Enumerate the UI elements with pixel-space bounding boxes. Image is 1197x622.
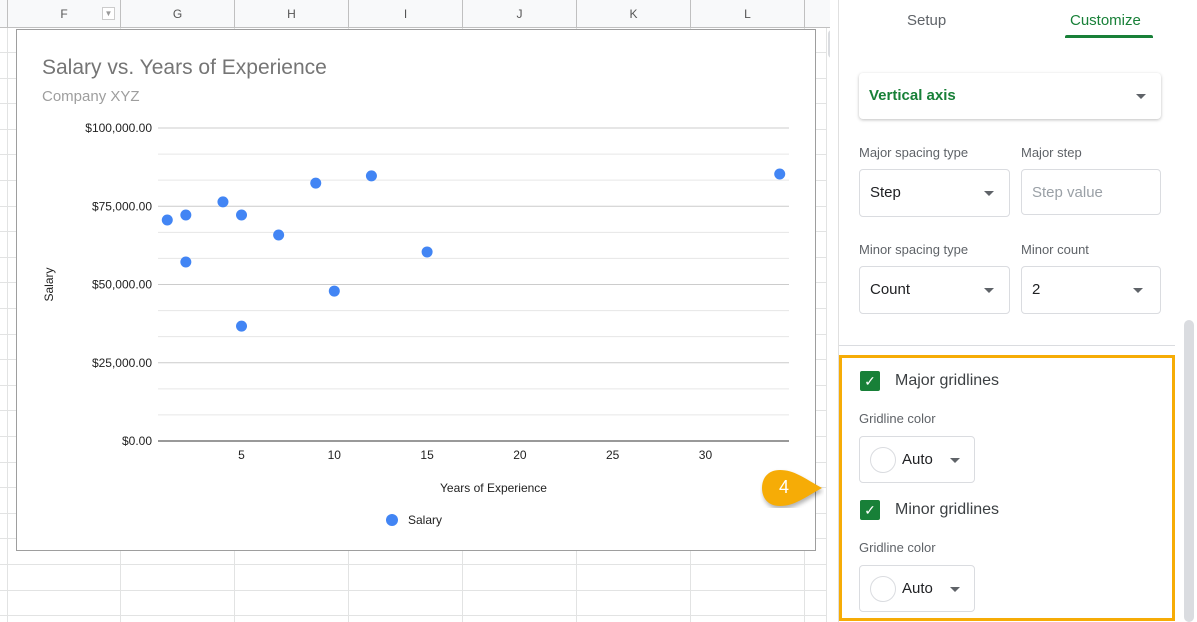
grid-row-line xyxy=(0,564,830,565)
chart-subtitle: Company XYZ xyxy=(42,88,140,105)
y-tick-label: $25,000.00 xyxy=(92,356,152,370)
x-tick-label: 25 xyxy=(606,448,620,462)
x-axis-title: Years of Experience xyxy=(440,481,547,495)
data-point xyxy=(217,196,229,208)
grid-row-line xyxy=(0,590,830,591)
panel-scrollbar-thumb[interactable] xyxy=(1184,320,1194,622)
legend-marker xyxy=(386,514,398,526)
sheet-scrollbar[interactable] xyxy=(826,28,830,622)
chart-title: Salary vs. Years of Experience xyxy=(42,56,327,79)
data-point xyxy=(774,168,786,180)
y-tick-label: $0.00 xyxy=(122,434,152,448)
data-point xyxy=(328,285,340,297)
scatter-chart[interactable]: Salary vs. Years of Experience Company XY… xyxy=(16,29,816,551)
grid-row-line xyxy=(0,615,830,616)
active-tab-indicator xyxy=(1065,35,1153,38)
column-header-partial[interactable] xyxy=(805,0,830,28)
y-tick-label: $50,000.00 xyxy=(92,278,152,292)
caret-down-icon xyxy=(1133,288,1143,293)
minor-gridlines-checkbox[interactable]: ✓ xyxy=(860,500,880,520)
data-point xyxy=(180,256,192,268)
highlight-box xyxy=(839,355,1175,621)
chart-editor-panel: Setup Customize Vertical axis Major spac… xyxy=(838,0,1197,622)
callout-badge-icon xyxy=(762,470,822,506)
gridline-color-label: Gridline color xyxy=(859,540,936,555)
x-tick-label: 20 xyxy=(513,448,527,462)
placeholder: Step value xyxy=(1032,184,1103,201)
column-header-L[interactable]: L xyxy=(691,0,805,28)
color-swatch xyxy=(870,447,896,473)
minor-spacing-type-select[interactable]: Count xyxy=(859,266,1010,314)
x-tick-label: 15 xyxy=(420,448,434,462)
y-axis-title: Salary xyxy=(42,267,56,301)
major-step-label: Major step xyxy=(1021,145,1082,160)
major-step-input[interactable]: Step value xyxy=(1021,169,1161,215)
chart-canvas: Salary vs. Years of Experience Company XY… xyxy=(42,56,789,527)
caret-down-icon xyxy=(984,191,994,196)
select-value: Step xyxy=(870,184,901,201)
major-gridline-color-select[interactable]: Auto xyxy=(859,436,975,483)
data-point xyxy=(421,246,433,258)
column-header-K[interactable]: K xyxy=(577,0,691,28)
caret-down-icon xyxy=(984,288,994,293)
x-tick-label: 30 xyxy=(699,448,713,462)
column-header-J[interactable]: J xyxy=(463,0,577,28)
data-point xyxy=(161,214,173,226)
select-value: 2 xyxy=(1032,281,1041,298)
caret-down-icon xyxy=(950,587,960,592)
tab-setup[interactable]: Setup xyxy=(907,12,947,29)
sheet-scrollbar-thumb[interactable] xyxy=(828,30,830,58)
data-point xyxy=(236,209,248,221)
select-value: Auto xyxy=(902,451,933,468)
major-gridlines-label: Major gridlines xyxy=(895,372,1000,389)
minor-count-select[interactable]: 2 xyxy=(1021,266,1161,314)
column-header-H[interactable]: H xyxy=(235,0,349,28)
y-tick-label: $100,000.00 xyxy=(85,121,152,135)
color-swatch xyxy=(870,576,896,602)
data-point xyxy=(273,229,285,241)
data-point xyxy=(236,320,248,332)
column-header-I[interactable]: I xyxy=(349,0,463,28)
caret-down-icon xyxy=(1136,94,1146,99)
gridline-color-label: Gridline color xyxy=(859,411,936,426)
data-point xyxy=(365,170,377,182)
caret-down-icon xyxy=(950,458,960,463)
data-point xyxy=(310,177,322,189)
major-spacing-type-label: Major spacing type xyxy=(859,145,969,160)
legend-label: Salary xyxy=(408,513,442,527)
callout-number: 4 xyxy=(779,477,790,497)
select-value: Count xyxy=(870,281,911,298)
section-label: Vertical axis xyxy=(869,87,956,104)
x-tick-label: 10 xyxy=(328,448,342,462)
minor-count-label: Minor count xyxy=(1021,242,1089,257)
row-header-strip xyxy=(0,0,8,28)
data-point xyxy=(180,209,192,221)
select-value: Auto xyxy=(902,580,933,597)
divider xyxy=(839,345,1175,346)
section-dropdown[interactable]: Vertical axis xyxy=(859,73,1161,119)
y-tick-label: $75,000.00 xyxy=(92,199,152,213)
x-tick-label: 5 xyxy=(238,448,245,462)
filter-dropdown-icon[interactable]: ▼ xyxy=(102,7,115,20)
major-gridlines-checkbox[interactable]: ✓ xyxy=(860,371,880,391)
minor-spacing-type-label: Minor spacing type xyxy=(859,242,969,257)
minor-gridlines-label: Minor gridlines xyxy=(895,501,1000,518)
grid-column-line xyxy=(7,28,8,622)
step-callout: 4 xyxy=(760,468,824,508)
minor-gridline-color-select[interactable]: Auto xyxy=(859,565,975,612)
tab-customize[interactable]: Customize xyxy=(1070,12,1141,29)
major-spacing-type-select[interactable]: Step xyxy=(859,169,1010,217)
column-header-G[interactable]: G xyxy=(121,0,235,28)
